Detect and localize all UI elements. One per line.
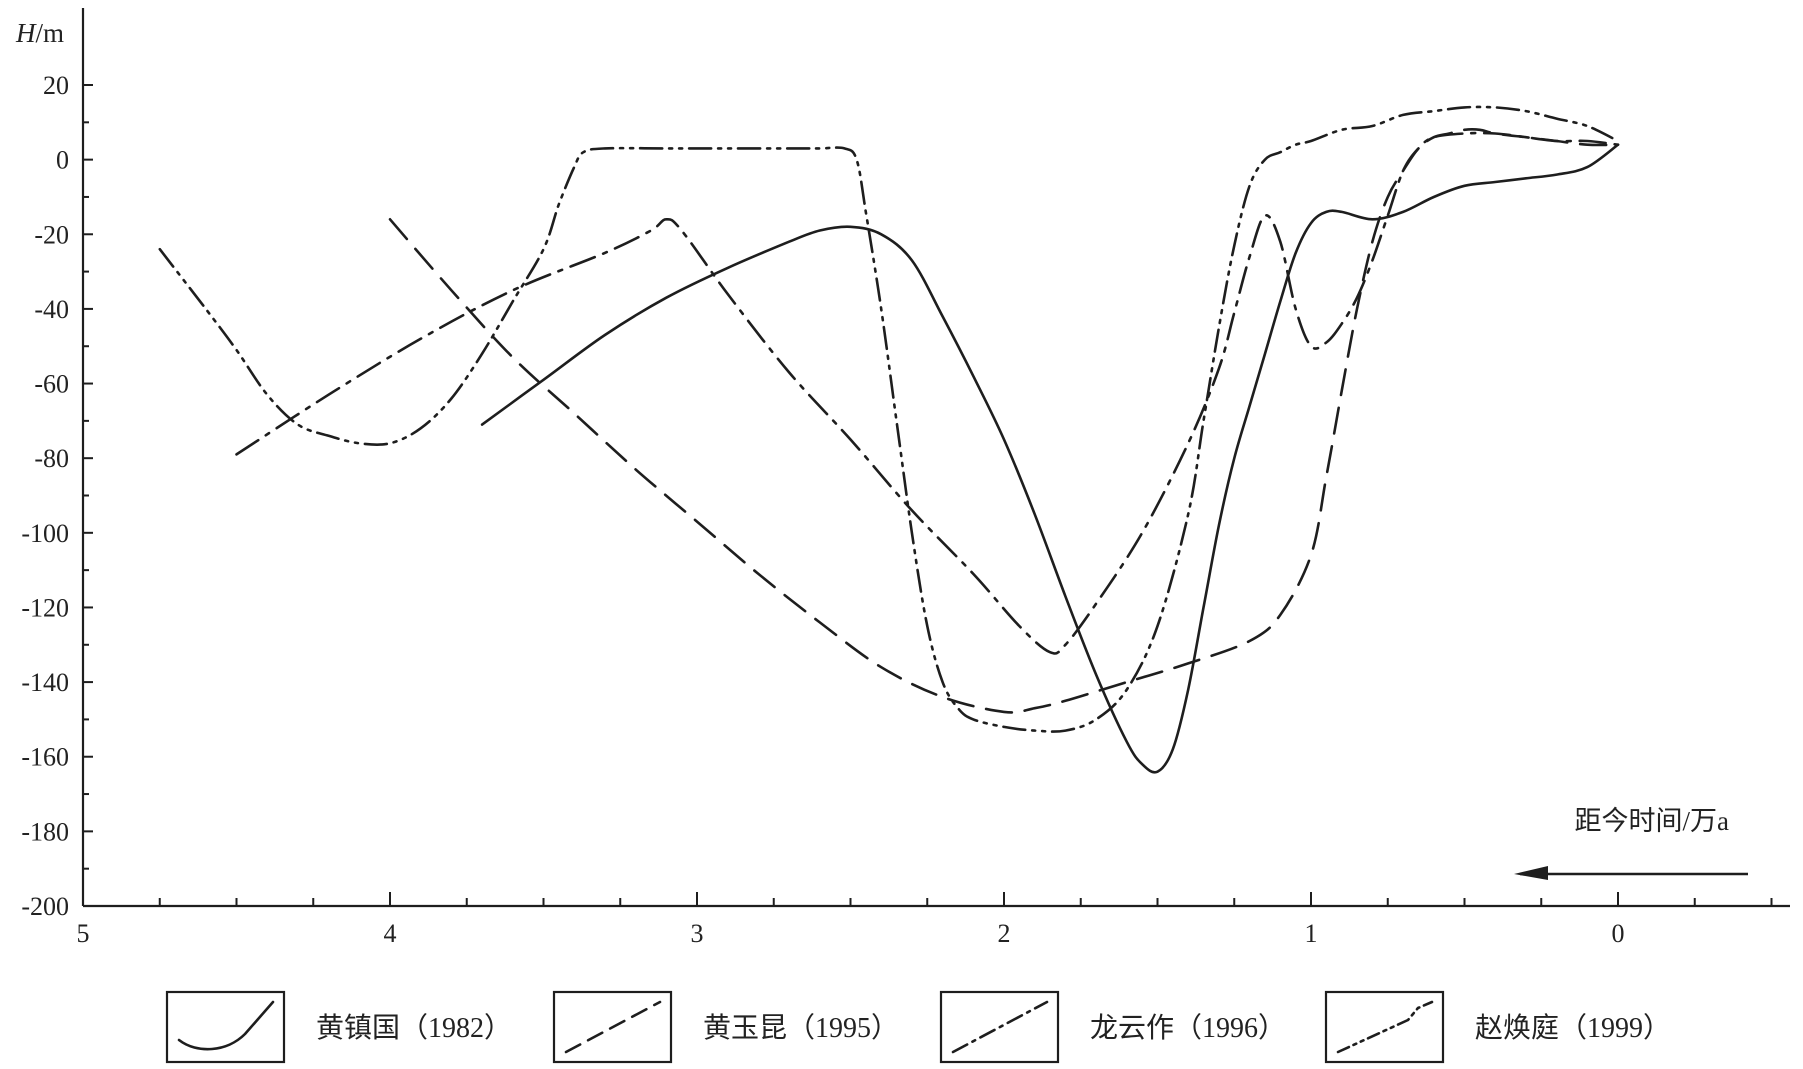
series-layer <box>158 105 1620 774</box>
legend-swatch-line <box>951 1000 1049 1054</box>
x-tick-label: 0 <box>1612 919 1625 948</box>
legend-swatch-line <box>564 1000 662 1054</box>
legend: 黄镇国（1982） 黄玉昆（1995） 龙云作（1996） 赵焕庭（1999） <box>165 990 1671 1064</box>
x-axis-title-group: 距今时间/万a <box>1514 806 1748 880</box>
x-tick-label: 3 <box>691 919 704 948</box>
y-tick-label: 0 <box>56 146 69 175</box>
y-tick-label: -180 <box>21 817 69 846</box>
y-tick-label: 20 <box>43 71 69 100</box>
series-line-3 <box>235 131 1620 655</box>
axes <box>81 8 1790 908</box>
x-ticks: 5 4 3 2 1 0 <box>77 892 1773 948</box>
legend-swatch-line <box>177 1000 275 1051</box>
time-direction-arrow-head-icon <box>1514 866 1548 880</box>
y-tick-label: -140 <box>21 668 69 697</box>
series-line-4 <box>158 105 1620 733</box>
x-axis-title: 距今时间/万a <box>1575 806 1730 836</box>
series-line-1 <box>480 143 1620 774</box>
legend-swatch-line <box>1336 1000 1434 1054</box>
y-tick-label: -120 <box>21 593 69 622</box>
x-tick-label: 5 <box>77 919 90 948</box>
y-tick-label: -60 <box>34 370 69 399</box>
y-ticks: 20 0 -20 -40 -60 -80 -100 -120 -140 -160 -180 -200 <box>21 71 93 921</box>
legend-swatch-box <box>1324 990 1445 1064</box>
y-tick-label: -160 <box>21 743 69 772</box>
y-axis-unit: /m <box>36 18 65 48</box>
legend-label: 黄镇国（1982） <box>316 1012 512 1044</box>
legend-label: 龙云作（1996） <box>1090 1012 1286 1044</box>
x-tick-label: 2 <box>998 919 1011 948</box>
legend-label: 黄玉昆（1995） <box>703 1012 899 1044</box>
y-tick-label: -40 <box>34 295 69 324</box>
y-axis-title: H/m <box>15 18 64 48</box>
legend-swatch-box <box>165 990 286 1064</box>
y-axis-variable: H <box>15 18 37 48</box>
x-tick-label: 4 <box>384 919 397 948</box>
y-tick-label: -100 <box>21 519 69 548</box>
y-tick-label: -200 <box>21 892 69 921</box>
legend-label: 赵焕庭（1999） <box>1475 1012 1671 1044</box>
series-line-2 <box>388 128 1620 714</box>
y-tick-label: -20 <box>34 220 69 249</box>
x-tick-label: 1 <box>1305 919 1318 948</box>
y-tick-label: -80 <box>34 444 69 473</box>
